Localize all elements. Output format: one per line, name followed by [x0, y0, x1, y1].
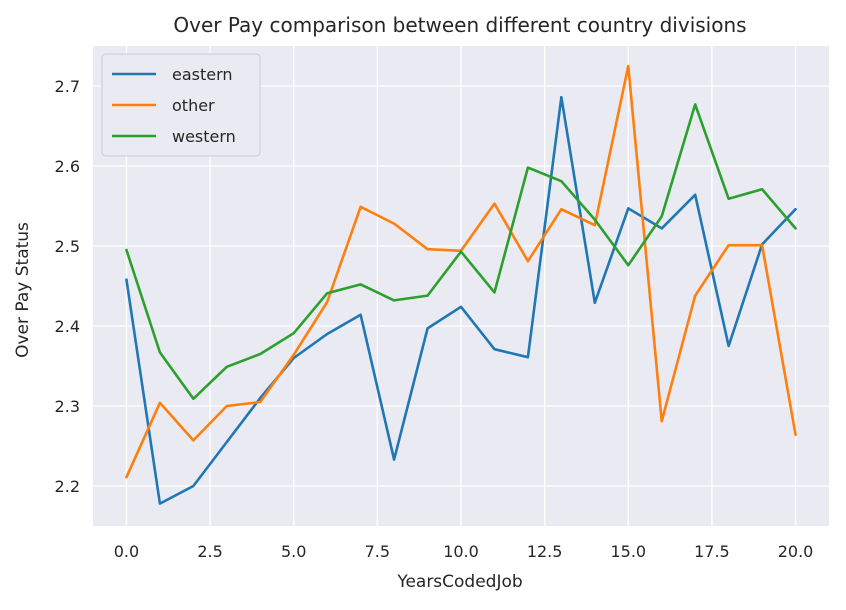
series-line-western [125, 103, 797, 401]
x-tick-label: 0.0 [114, 542, 139, 561]
x-axis-title: YearsCodedJob [396, 572, 522, 592]
x-tick-label: 10.0 [443, 542, 479, 561]
y-tick-label: 2.6 [55, 157, 80, 176]
y-tick-label: 2.3 [55, 397, 80, 416]
y-tick-label: 2.2 [55, 477, 80, 496]
y-axis-ticks: 2.2 2.3 2.4 2.5 2.6 2.7 [55, 77, 80, 496]
series-lines [125, 64, 797, 505]
legend-box [101, 53, 261, 157]
chart-title: Over Pay comparison between different co… [173, 13, 746, 37]
legend: eastern other western [101, 53, 261, 157]
y-tick-label: 2.7 [55, 77, 80, 96]
x-tick-label: 12.5 [527, 542, 563, 561]
x-tick-label: 17.5 [694, 542, 730, 561]
x-tick-label: 7.5 [365, 542, 390, 561]
series-line-eastern [125, 95, 797, 505]
x-tick-label: 5.0 [281, 542, 306, 561]
x-tick-label: 20.0 [778, 542, 814, 561]
x-tick-label: 2.5 [197, 542, 222, 561]
legend-label-western: western [172, 127, 236, 146]
y-tick-label: 2.5 [55, 237, 80, 256]
legend-label-other: other [172, 96, 215, 115]
legend-label-eastern: eastern [172, 65, 233, 84]
x-tick-label: 15.0 [610, 542, 646, 561]
y-tick-label: 2.4 [55, 317, 80, 336]
x-axis-ticks: 0.0 2.5 5.0 7.5 10.0 12.5 15.0 17.5 20.0 [114, 542, 814, 561]
grid [93, 46, 829, 526]
y-axis-title: Over Pay Status [13, 222, 33, 358]
